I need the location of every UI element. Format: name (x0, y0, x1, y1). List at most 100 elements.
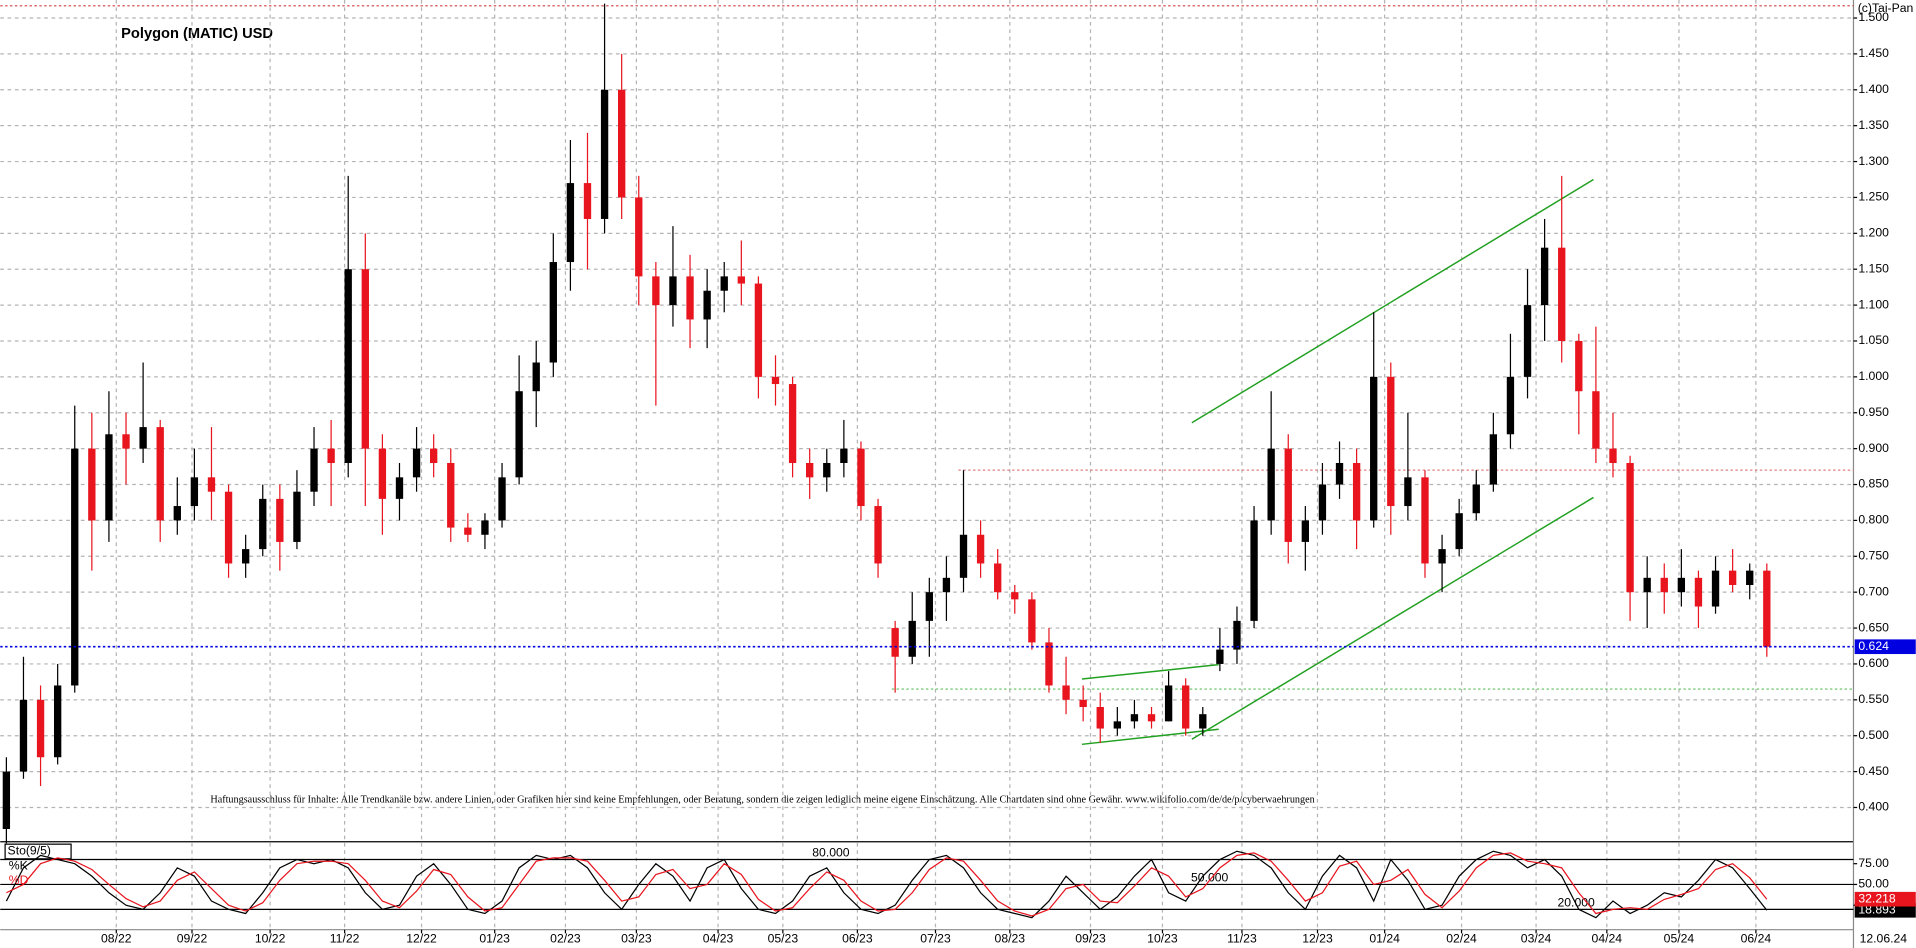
candle-body (788, 384, 797, 463)
candle-body (53, 685, 62, 758)
candle-body (1199, 714, 1207, 729)
candle-body (515, 391, 523, 478)
level-label: 50.000 (1191, 871, 1229, 885)
candle-body (1352, 462, 1361, 521)
candle-body (1592, 391, 1600, 449)
stochastic-line (6, 852, 1768, 917)
candle-body (1370, 376, 1378, 521)
y-tick-label: 1.200 (1858, 226, 1889, 240)
candle-body (754, 283, 763, 377)
x-tick-label: 09/23 (1075, 932, 1106, 946)
last-value-box (1854, 902, 1916, 918)
candle-body (1335, 462, 1344, 485)
candle-body (71, 448, 79, 686)
candle-body (224, 491, 233, 564)
candle-body (1130, 714, 1139, 722)
candle-body (1438, 549, 1446, 564)
y-tick-label: 0.500 (1858, 728, 1889, 742)
legend-entry: %K (9, 858, 28, 872)
level-label: 20.000 (1557, 895, 1595, 909)
candle-body (908, 620, 916, 657)
candle-body (1387, 376, 1395, 507)
candle-body (207, 477, 216, 492)
candle-body (1079, 699, 1087, 708)
candle-body (1250, 520, 1258, 621)
candle-body (635, 197, 643, 277)
candle-body (395, 477, 404, 499)
x-tick-label: 11/22 (330, 932, 360, 946)
x-tick-label: 03/23 (621, 932, 652, 946)
y-tick-label: 1.050 (1858, 333, 1889, 347)
date-label: 12.06.24 (1860, 932, 1908, 946)
copyright: (c)Tai-Pan (1858, 1, 1914, 15)
trend-line (1191, 496, 1594, 740)
x-tick-label: 04/23 (703, 932, 734, 946)
stochastic-line (5, 850, 1768, 919)
candle-body (1643, 577, 1651, 593)
candle-body (447, 462, 455, 528)
candle-body (1182, 685, 1190, 729)
candle-body (771, 376, 780, 385)
candle-body (2, 771, 11, 830)
candle-body (1147, 714, 1156, 722)
x-tick-label: 01/23 (479, 932, 510, 946)
candle-body (1216, 649, 1224, 664)
candle-body (1728, 570, 1737, 585)
candle-body (293, 491, 301, 542)
candle-body (1233, 620, 1241, 650)
candle-body (378, 448, 387, 499)
candle-body (532, 362, 540, 392)
last-value-box (1854, 891, 1916, 907)
y-tick-label: 0.850 (1858, 477, 1889, 491)
candle-body (925, 592, 933, 621)
x-tick-label: 09/22 (177, 932, 208, 946)
candle-body (1506, 376, 1515, 435)
x-tick-label: 06/24 (1741, 932, 1772, 946)
candle-body (959, 534, 968, 578)
y-tick-label: 50.00 (1858, 877, 1889, 891)
candle-body (36, 699, 45, 758)
x-tick-label: 08/22 (101, 932, 132, 946)
candle-body (806, 462, 814, 478)
candle-body (241, 549, 250, 564)
candle-body (173, 506, 181, 521)
y-tick-label: 1.500 (1858, 10, 1889, 24)
candle-body (618, 89, 626, 198)
candle-body (686, 276, 694, 320)
candle-body (1626, 462, 1634, 593)
y-tick-label: 0.650 (1858, 620, 1889, 634)
x-tick-label: 04/24 (1592, 932, 1623, 946)
x-tick-label: 01/24 (1369, 932, 1400, 946)
candle-body (549, 262, 557, 363)
y-tick-label: 0.900 (1858, 441, 1889, 455)
legend-entry: %D (9, 873, 29, 887)
x-tick-label: 10/22 (255, 932, 286, 946)
x-tick-label: 10/23 (1147, 932, 1178, 946)
level-label: 80.000 (812, 846, 850, 860)
trend-line (1191, 178, 1594, 424)
candle-body (1028, 599, 1036, 643)
candle-body (1763, 570, 1771, 647)
candle-body (1711, 570, 1720, 607)
x-tick-label: 03/24 (1521, 932, 1552, 946)
candle-body (1660, 577, 1668, 593)
candle-body (88, 448, 96, 521)
x-tick-label: 11/23 (1227, 932, 1257, 946)
candle-body (464, 527, 472, 535)
candle-body (1404, 477, 1412, 507)
x-tick-label: 06/23 (842, 932, 873, 946)
candle-body (600, 89, 609, 219)
y-tick-label: 1.450 (1858, 46, 1889, 60)
candle-body (122, 434, 130, 449)
candle-body (276, 498, 284, 542)
y-tick-label: 0.700 (1858, 584, 1889, 598)
last-price-label: 0.624 (1858, 639, 1889, 653)
candle-body (583, 183, 592, 219)
y-tick-label: 0.800 (1858, 513, 1889, 527)
candle-body (857, 448, 865, 507)
candle-body (1540, 247, 1549, 306)
trend-line (1081, 728, 1219, 746)
candle-body (652, 276, 660, 306)
